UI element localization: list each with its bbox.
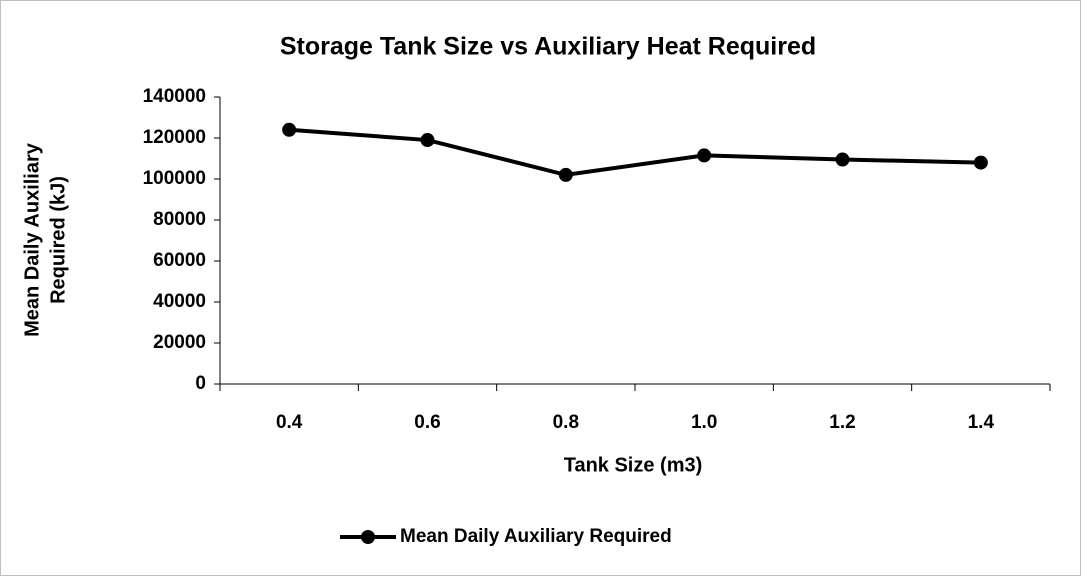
y-tick-label: 0 xyxy=(195,373,206,394)
chart-title: Storage Tank Size vs Auxiliary Heat Requ… xyxy=(280,33,816,61)
y-tick-label: 40000 xyxy=(153,291,206,312)
x-tick-label: 0.8 xyxy=(553,412,579,433)
y-tick-label: 120000 xyxy=(143,127,206,148)
x-tick-label: 0.6 xyxy=(414,412,440,433)
y-tick-label: 140000 xyxy=(143,86,206,107)
x-tick-label: 1.2 xyxy=(829,412,855,433)
x-axis-title: Tank Size (m3) xyxy=(564,454,703,476)
series-line xyxy=(289,127,981,177)
data-point xyxy=(282,122,297,137)
data-point xyxy=(835,152,850,167)
legend-marker xyxy=(361,530,375,544)
y-tick-label: 60000 xyxy=(153,250,206,271)
y-axis-title-line: Required (kJ) xyxy=(47,176,69,304)
y-axis-title-line: Mean Daily Auxiliary xyxy=(21,142,43,337)
x-tick-label: 0.4 xyxy=(276,412,303,433)
y-tick-label: 20000 xyxy=(153,332,206,353)
y-tick-label: 80000 xyxy=(153,209,206,230)
data-point xyxy=(420,133,435,148)
x-tick-label: 1.4 xyxy=(968,412,995,433)
legend-label: Mean Daily Auxiliary Required xyxy=(400,526,672,547)
y-axis-title: Mean Daily Auxiliary Required (kJ) xyxy=(21,142,69,337)
data-point xyxy=(697,148,712,163)
data-point xyxy=(973,155,988,170)
x-tick-label: 1.0 xyxy=(691,412,717,433)
data-point xyxy=(558,167,573,182)
y-tick-label: 100000 xyxy=(143,168,206,189)
